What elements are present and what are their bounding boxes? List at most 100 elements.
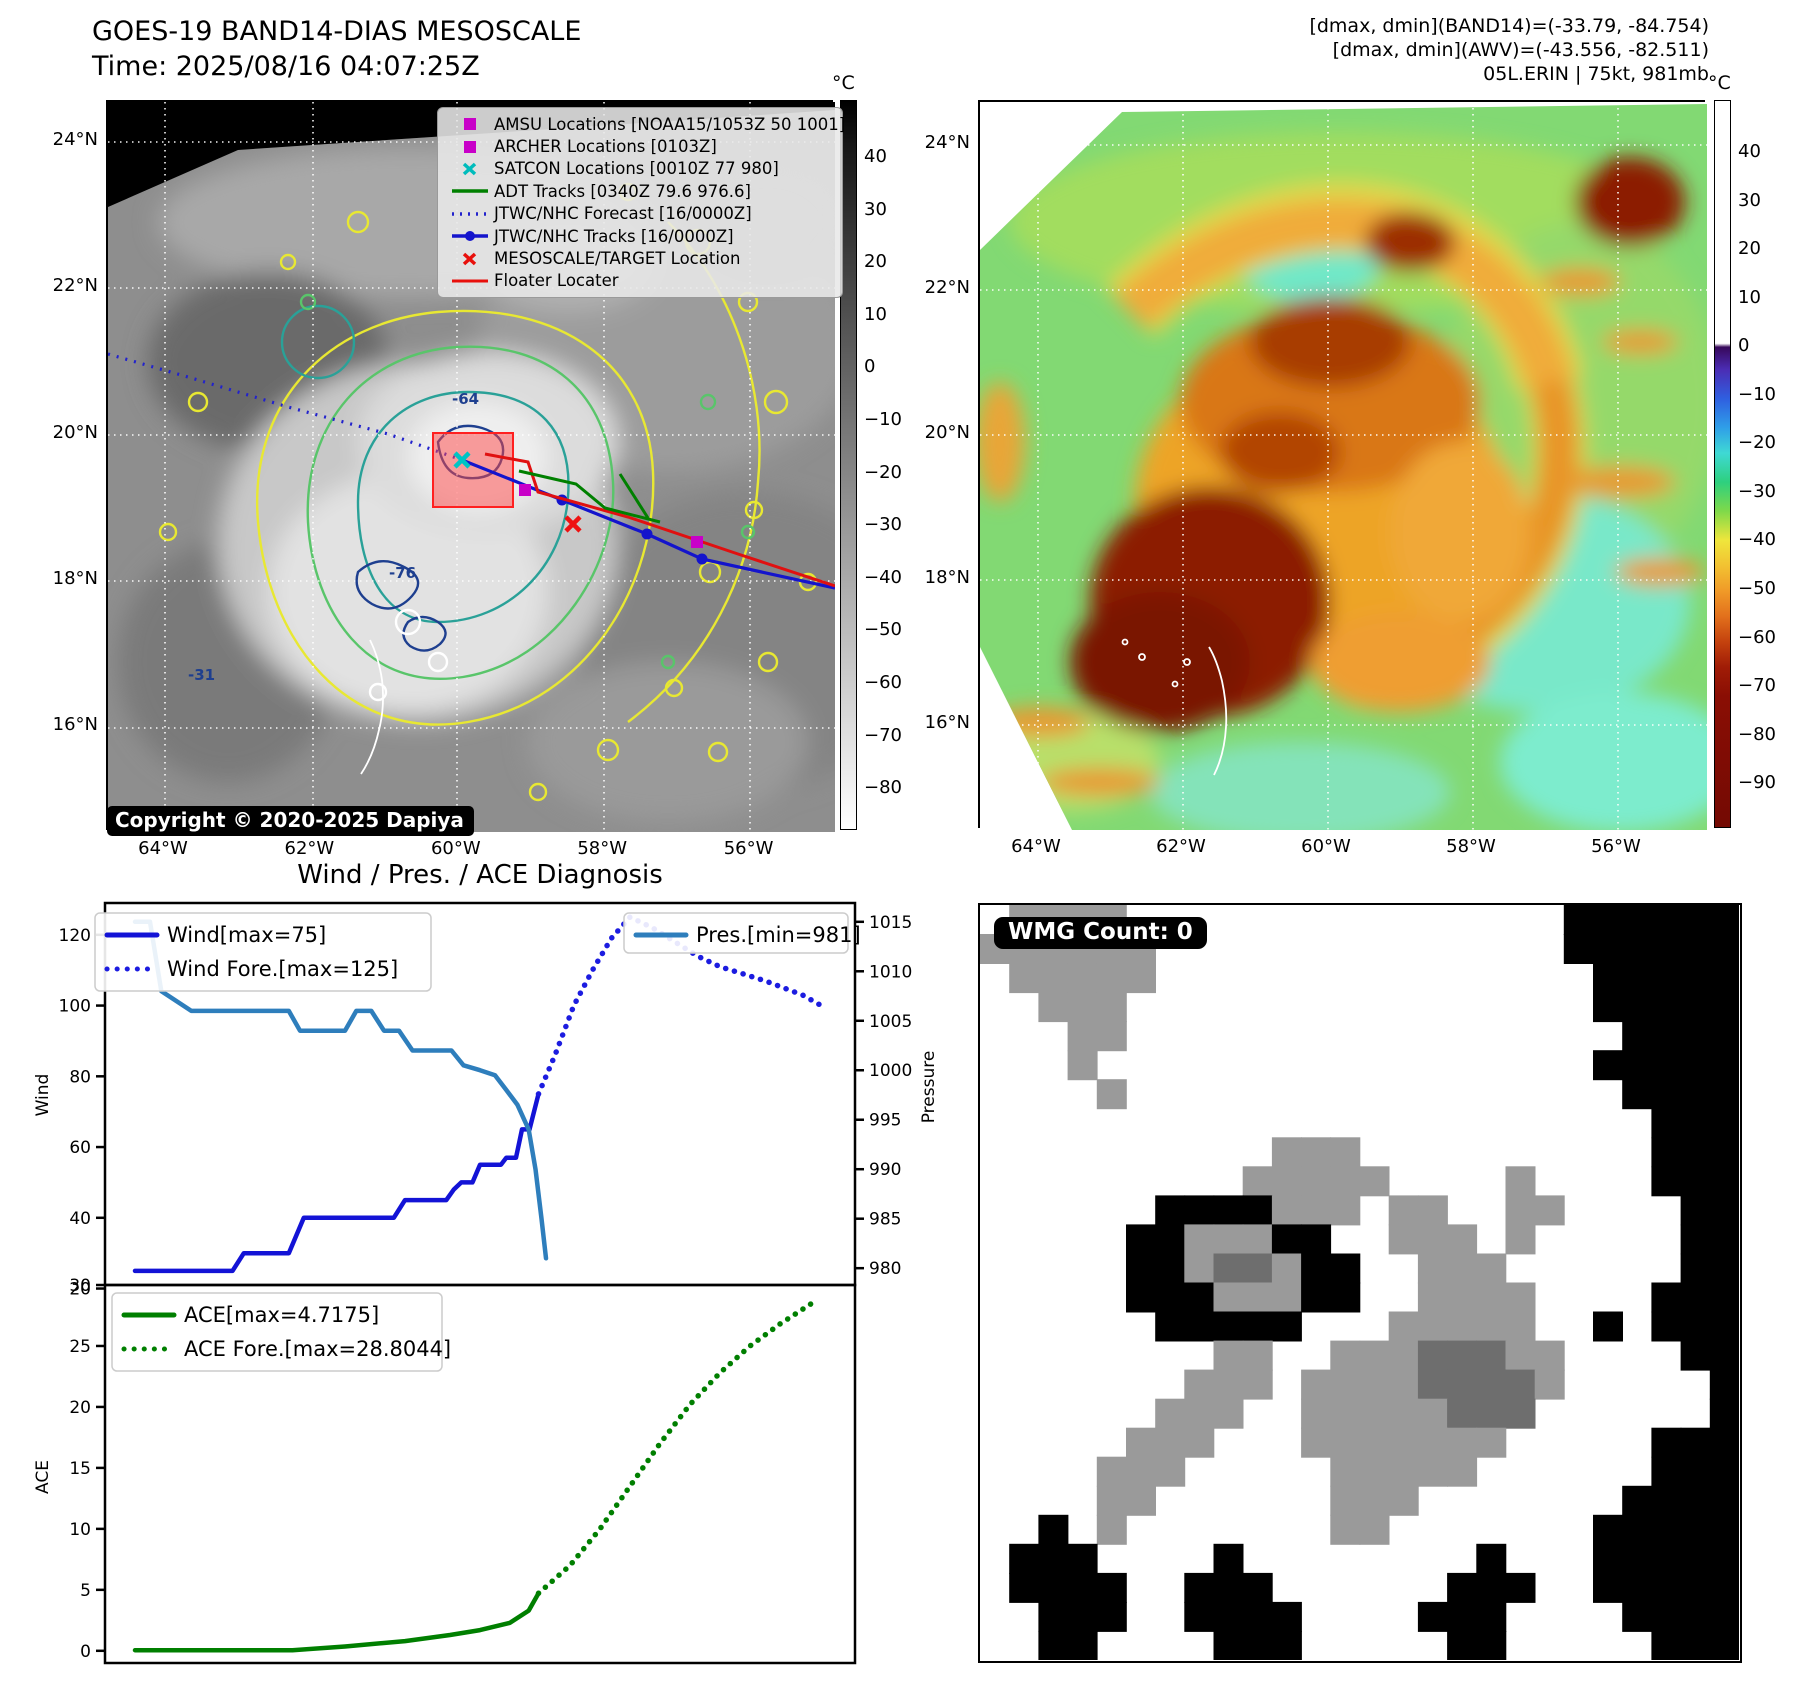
legend-item-label: SATCON Locations [0010Z 77 980] — [494, 159, 779, 179]
colorbar-tick: −60 — [1738, 626, 1776, 648]
wmg-panel: WMG Count: 0 — [978, 903, 1742, 1663]
floater-line-icon — [452, 279, 488, 283]
lat-label: 24°N — [924, 132, 970, 153]
lon-label: 56°W — [1591, 836, 1641, 857]
colorbar-tick: −40 — [864, 566, 902, 588]
target-x-icon — [462, 252, 477, 265]
series-ace-fore- — [535, 1296, 821, 1597]
axis-tick-label: 80 — [69, 1067, 91, 1087]
legend-icon-wrap — [446, 206, 494, 222]
lon-label: 62°W — [1156, 836, 1206, 857]
lon-label: 64°W — [1011, 836, 1061, 857]
graticule — [108, 102, 835, 832]
colorbar-tick: 20 — [1738, 238, 1761, 260]
colorbar-tick: 0 — [1738, 335, 1750, 357]
contour-label: -76 — [389, 564, 417, 582]
axis-tick-label: 1000 — [869, 1061, 912, 1081]
page-timestamp: Time: 2025/08/16 04:07:25Z — [92, 51, 480, 82]
axis-tick-label: 1005 — [869, 1012, 912, 1032]
mesoscale-target-box — [432, 432, 514, 508]
legend-item: ARCHER Locations [0103Z] — [446, 135, 834, 157]
legend-item: SATCON Locations [0010Z 77 980] — [446, 158, 834, 180]
colorbar-tick: 0 — [864, 356, 876, 378]
axis-tick-label: 20 — [69, 1398, 91, 1418]
adt-track — [518, 469, 661, 524]
wmg-count-badge: WMG Count: 0 — [994, 917, 1207, 949]
legend-icon-wrap — [446, 161, 494, 177]
axis-tick-label: 30 — [69, 1276, 91, 1296]
colorbar-tick: −80 — [1738, 723, 1776, 745]
lat-label: 22°N — [924, 277, 970, 298]
lat-label: 18°N — [52, 567, 98, 589]
chart-title: Wind / Pres. / ACE Diagnosis — [297, 860, 663, 890]
axis-tick-label: 5 — [80, 1581, 91, 1601]
axis-tick-label: 985 — [869, 1210, 901, 1230]
adt-line-icon — [452, 189, 488, 194]
map-legend: AMSU Locations [NOAA15/1053Z 50 1001] ARC… — [437, 107, 846, 299]
axis-tick-label: 60 — [69, 1138, 91, 1158]
colorbar-tick: −30 — [864, 514, 902, 536]
colorbar-tick: 30 — [864, 198, 887, 220]
legend-item-label: AMSU Locations [NOAA15/1053Z 50 1001] — [494, 114, 846, 134]
legend-icon-wrap — [446, 251, 494, 267]
chart-legend-label: ACE[max=4.7175] — [184, 1303, 379, 1327]
axis-label: Pressure — [919, 1051, 939, 1124]
track-line-icon — [452, 231, 488, 242]
legend-icon-wrap — [446, 228, 494, 244]
axis-tick-label: 20 — [69, 1280, 91, 1300]
legend-item-label: ADT Tracks [0340Z 79.6 976.6] — [494, 181, 751, 201]
lon-label: 58°W — [577, 838, 628, 859]
satcon-marker — [453, 451, 471, 469]
wind-pres-ace-charts: 2040608010012098098599099510001005101010… — [33, 901, 939, 1665]
legend-item: JTWC/NHC Forecast [16/0000Z] — [446, 203, 834, 225]
legend-item-label: JTWC/NHC Tracks [16/0000Z] — [494, 226, 734, 246]
axis-tick-label: 120 — [59, 926, 91, 946]
axis-tick-label: 1015 — [869, 913, 912, 933]
legend-item-label: Floater Locater — [494, 271, 619, 291]
series-wind-fore- — [535, 914, 825, 1097]
wmg-grid — [980, 905, 1740, 1661]
colorbar-tick: 10 — [864, 303, 887, 325]
lat-label: 16°N — [52, 714, 98, 736]
color-ir-satellite-map — [978, 100, 1707, 830]
storm-tracks — [107, 352, 836, 590]
colorbar-tick: −20 — [864, 461, 902, 483]
lat-label: 18°N — [924, 567, 970, 588]
lat-label: 20°N — [924, 422, 970, 443]
axis-tick-label: 990 — [869, 1160, 901, 1180]
chart-legend-label: Pres.[min=981] — [696, 923, 861, 947]
colorbar-tick: −50 — [864, 619, 902, 641]
colorbar-tick: −60 — [864, 672, 902, 693]
coastlines — [1121, 638, 1228, 776]
satcon-icon — [462, 162, 477, 176]
colorbar-tick: −10 — [1738, 383, 1776, 405]
chart-legend-label: Wind[max=75] — [167, 923, 326, 947]
series-ace — [132, 1591, 541, 1653]
axis-tick-label: 980 — [869, 1259, 901, 1279]
series-wind — [132, 1091, 541, 1274]
amsu-marker — [519, 484, 531, 496]
legend-item-label: ARCHER Locations [0103Z] — [494, 137, 717, 157]
colorbar-tick: 10 — [1738, 286, 1761, 308]
lat-label: 24°N — [52, 129, 98, 150]
legend-item: MESOSCALE/TARGET Location — [446, 247, 834, 269]
lon-label: 64°W — [138, 838, 188, 859]
colorbar-tick: −90 — [1738, 772, 1776, 794]
storm-id: 05L.ERIN | 75kt, 981mb — [1483, 63, 1709, 85]
copyright-badge: Copyright © 2020-2025 Dapiya — [107, 806, 474, 836]
colorbar-tick: 40 — [864, 146, 887, 167]
axis-tick-label: 1010 — [869, 962, 912, 982]
lon-label: 60°W — [430, 838, 481, 859]
header-stats: [dmax, dmin](BAND14)=(-33.79, -84.754) [… — [1309, 14, 1709, 86]
legend-item: ADT Tracks [0340Z 79.6 976.6] — [446, 180, 834, 202]
jtwc-forecast-track — [107, 352, 463, 462]
colorbar-tick: −30 — [1738, 480, 1776, 502]
lat-label: 20°N — [52, 421, 98, 443]
stat-awv: [dmax, dmin](AWV)=(-43.556, -82.511) — [1332, 39, 1709, 61]
lon-label: 56°W — [723, 838, 774, 859]
band14-colorbar-unit: °C — [832, 72, 855, 94]
temperature-contours — [158, 182, 818, 802]
colorbar-tick: −80 — [864, 777, 902, 799]
legend-icon-wrap — [446, 116, 494, 132]
